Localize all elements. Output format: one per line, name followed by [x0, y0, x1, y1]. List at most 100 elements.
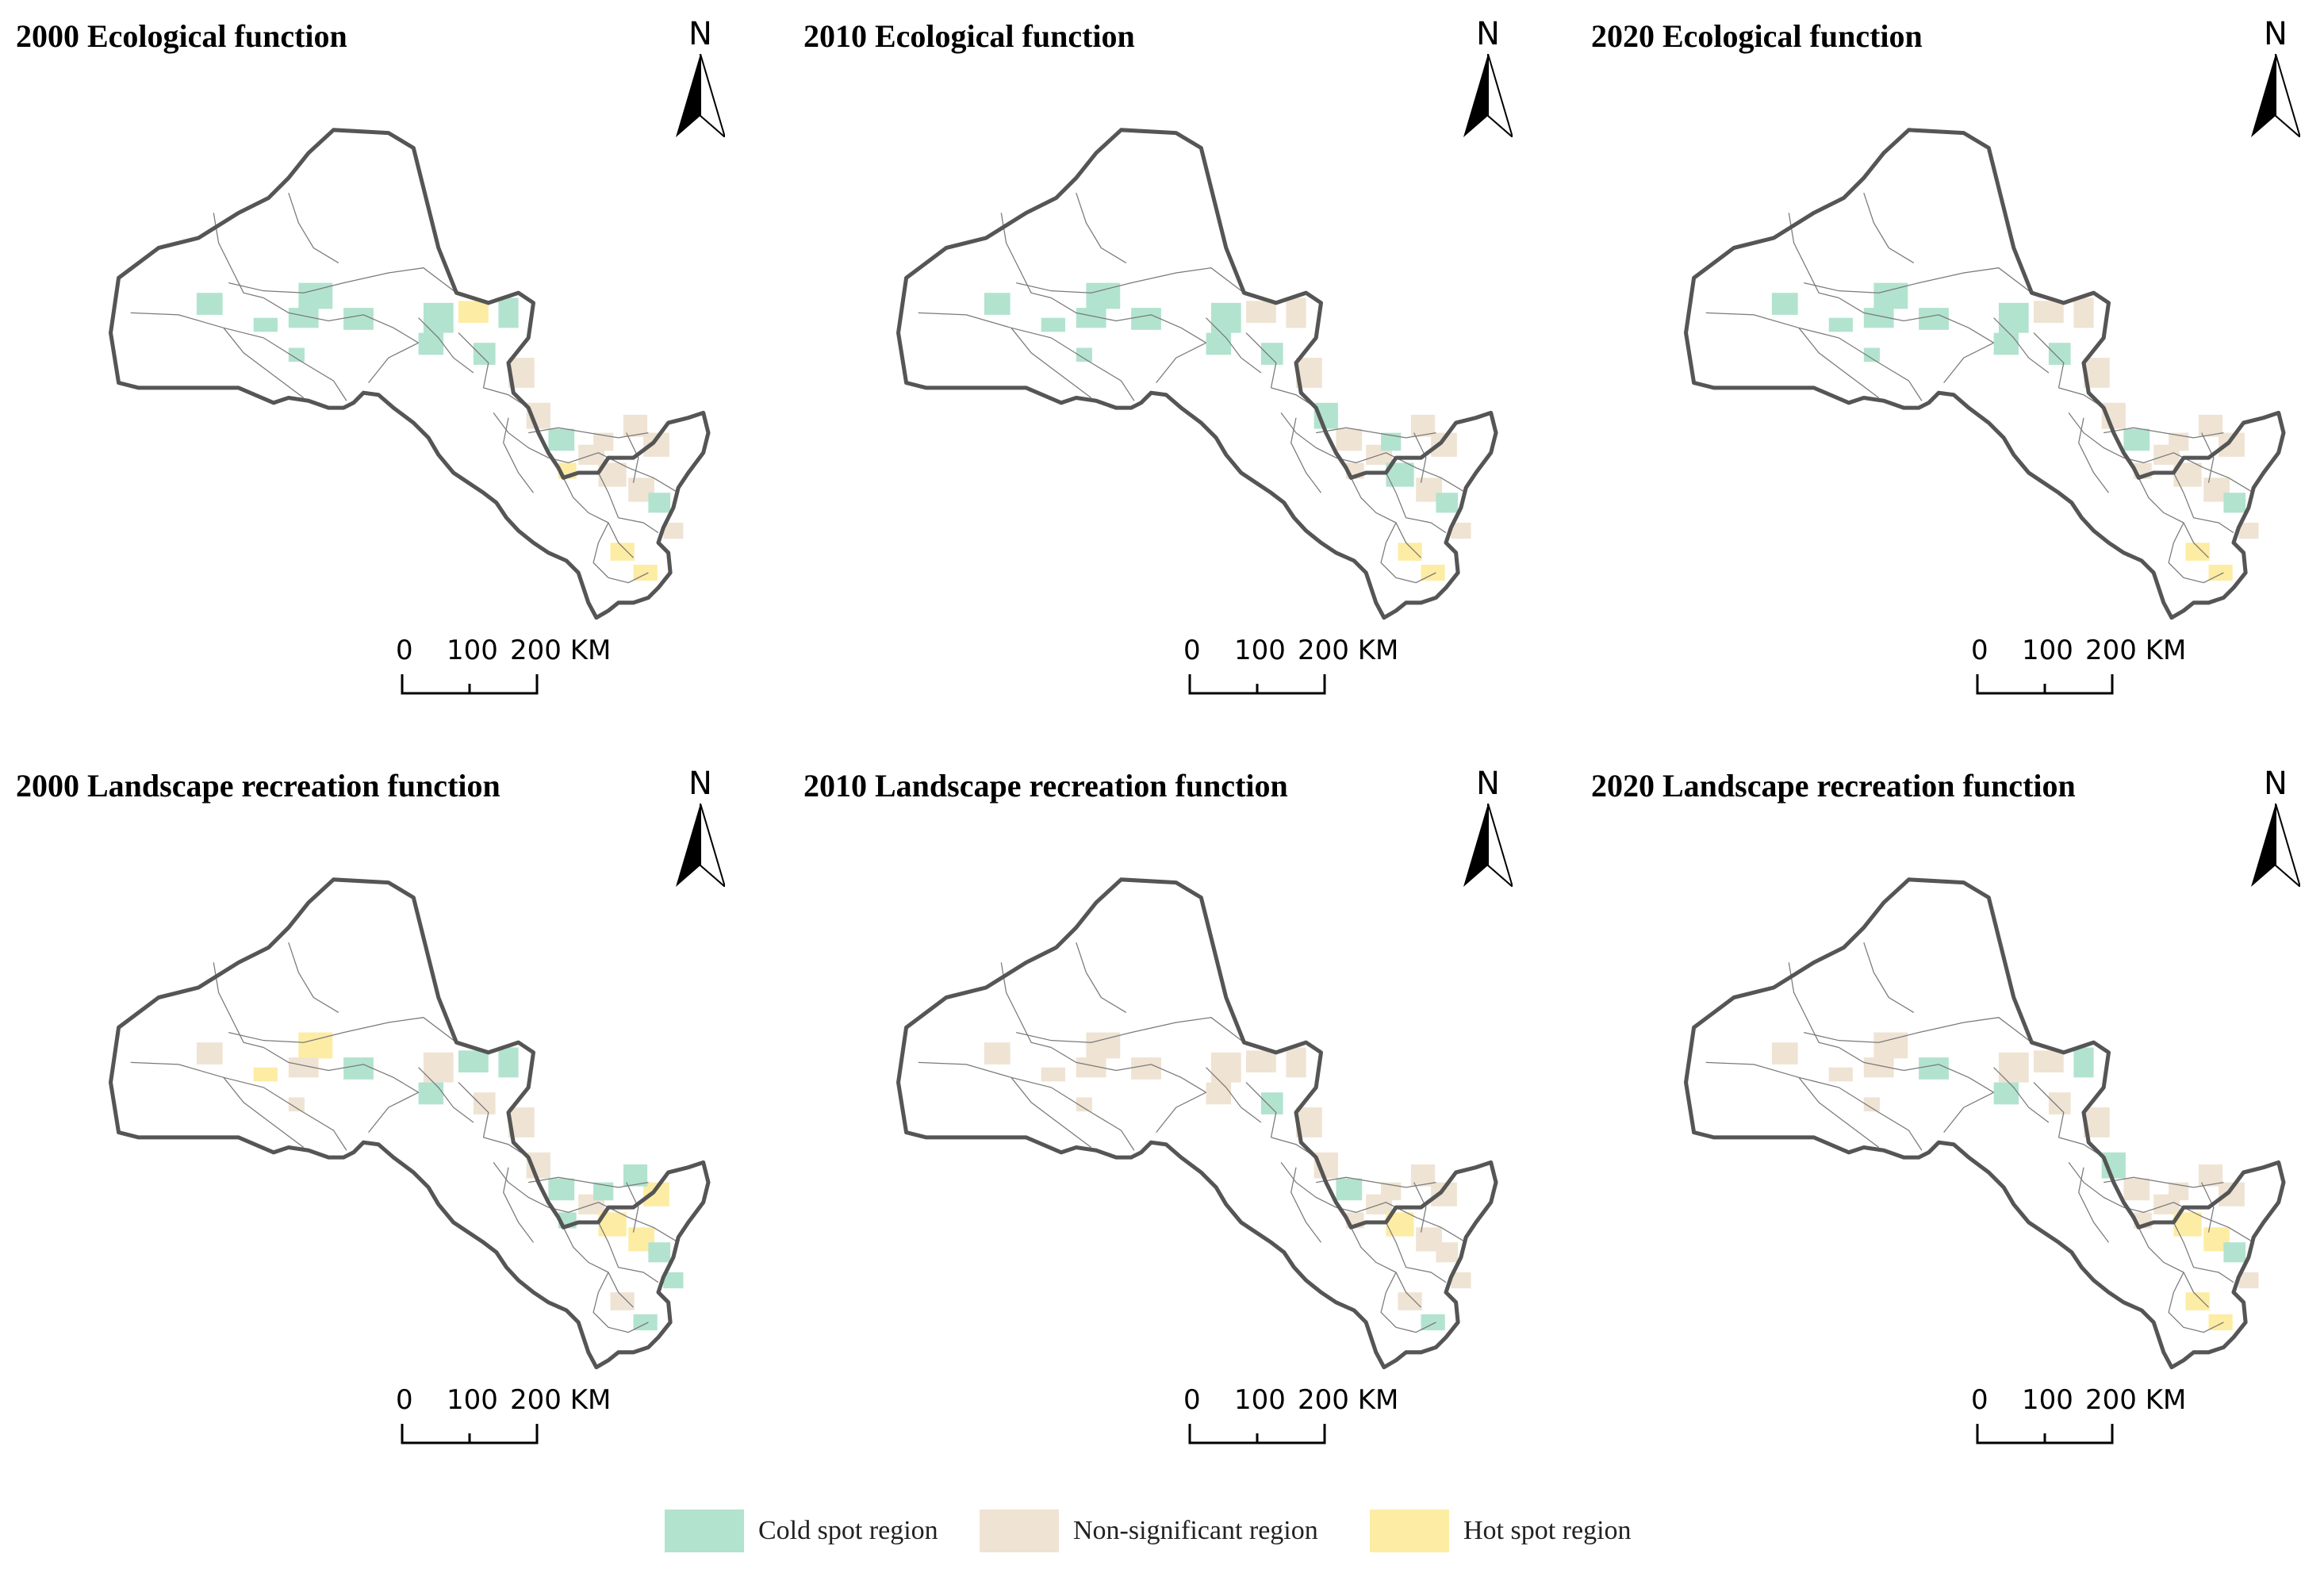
county-boundary — [1350, 478, 1421, 558]
panel-title: 2010 Ecological function — [803, 18, 1135, 54]
county-boundary — [2138, 478, 2209, 558]
scale-label-mid: 100 — [447, 1384, 498, 1416]
county-boundaries — [918, 193, 1467, 584]
county-boundary — [918, 312, 1135, 401]
county-boundary — [288, 942, 339, 1013]
county-boundary — [2123, 1202, 2254, 1243]
non-significant-region — [2238, 523, 2259, 539]
county-boundary — [1385, 1222, 1447, 1283]
county-boundary — [1271, 1137, 1317, 1158]
non-significant-region — [984, 1042, 1011, 1065]
non-significant-region — [1076, 1097, 1092, 1112]
county-boundary — [2201, 1182, 2215, 1233]
cold-spot-region — [1771, 293, 1798, 315]
hotspot-patches — [984, 282, 1471, 581]
county-boundary — [1290, 1167, 1322, 1243]
cold-spot-region — [663, 1272, 684, 1289]
hot-spot-region — [2185, 1292, 2210, 1310]
map-panel: 2000 Ecological function N 0 100 200 KM — [0, 0, 777, 750]
cold-spot-region — [593, 1182, 614, 1201]
cold-spot-region — [473, 343, 496, 365]
non-significant-region — [1381, 1182, 1402, 1201]
legend-label-cold: Cold spot region — [758, 1516, 938, 1545]
county-boundary — [2201, 432, 2215, 483]
scale-bar-graphic — [401, 1424, 539, 1444]
county-boundary — [483, 387, 529, 409]
county-boundary — [223, 1076, 305, 1149]
non-significant-region — [1041, 1067, 1065, 1082]
county-boundary — [1290, 417, 1322, 493]
cold-spot-region — [498, 297, 519, 328]
county-boundary — [1804, 267, 2032, 293]
county-boundary — [1798, 1076, 1880, 1149]
county-boundary — [1011, 1076, 1092, 1149]
cold-spot-region — [1998, 302, 2029, 333]
hot-spot-region — [253, 1067, 278, 1082]
county-boundary — [2173, 472, 2234, 534]
county-boundary — [458, 332, 489, 389]
scale-bar: 0 100 200 KM — [396, 635, 639, 714]
non-significant-region — [2238, 1272, 2259, 1289]
scale-label-mid: 100 — [447, 635, 498, 666]
north-label: N — [1476, 765, 1500, 802]
cold-spot-region — [1336, 1178, 1363, 1201]
county-boundary — [1788, 213, 1839, 299]
map-panel: 2020 Landscape recreation function N 0 100 2… — [1575, 750, 2324, 1499]
cold-spot-region — [2123, 428, 2150, 451]
county-boundary — [597, 1222, 659, 1283]
county-boundary — [368, 1091, 419, 1133]
county-boundary — [1413, 432, 1427, 483]
non-significant-region — [2073, 297, 2094, 328]
non-significant-region — [2034, 1050, 2064, 1072]
county-boundary — [213, 213, 264, 299]
legend-swatch-cold — [665, 1510, 744, 1552]
county-boundary — [597, 472, 659, 534]
non-significant-region — [1771, 1042, 1798, 1065]
county-boundary — [2123, 452, 2254, 493]
county-boundary — [918, 1061, 1135, 1151]
region-map — [896, 877, 1498, 1370]
county-boundary — [1011, 327, 1092, 399]
north-arrow: N — [673, 16, 728, 139]
county-boundary — [1245, 332, 1277, 389]
county-boundary — [228, 1017, 457, 1043]
non-significant-region — [288, 1097, 305, 1112]
legend-swatch-hot — [1370, 1510, 1449, 1552]
hotspot-patches — [1771, 282, 2259, 581]
county-boundary — [1336, 452, 1467, 493]
north-arrow-icon — [1463, 804, 1513, 887]
non-significant-region — [1286, 1047, 1306, 1078]
cold-spot-region — [1993, 1082, 2019, 1105]
county-boundary — [1993, 317, 2050, 374]
county-boundary — [2173, 1222, 2234, 1283]
cold-spot-region — [423, 302, 454, 333]
county-boundary — [562, 478, 634, 558]
non-significant-region — [2123, 1178, 2150, 1201]
province-outline — [1684, 877, 2286, 1370]
county-boundary — [2168, 522, 2224, 584]
scale-bar: 0 100 200 KM — [1183, 1384, 1426, 1464]
county-boundary — [2168, 1272, 2224, 1333]
hot-spot-region — [2185, 543, 2210, 561]
county-boundary — [458, 1082, 489, 1138]
non-significant-region — [1246, 301, 1276, 323]
cold-spot-region — [1993, 332, 2019, 355]
map-area — [1655, 123, 2313, 623]
county-boundary — [2058, 387, 2104, 409]
map-area — [867, 873, 1525, 1372]
scale-label-zero: 0 — [396, 1384, 413, 1416]
cold-spot-region — [1260, 1092, 1283, 1114]
cold-spot-region — [2073, 1047, 2094, 1078]
non-significant-region — [1131, 1057, 1161, 1080]
county-boundary — [288, 193, 339, 263]
legend-swatch-nonsignificant — [980, 1510, 1059, 1552]
county-boundary — [130, 312, 347, 401]
cold-spot-region — [1206, 332, 1232, 355]
non-significant-region — [1828, 1067, 1853, 1082]
province-outline — [1684, 128, 2286, 620]
cold-spot-region — [648, 493, 671, 513]
cold-spot-region — [548, 428, 575, 451]
county-boundary — [1156, 342, 1206, 383]
north-arrow-icon — [2251, 804, 2300, 887]
county-boundary — [1863, 942, 1915, 1013]
